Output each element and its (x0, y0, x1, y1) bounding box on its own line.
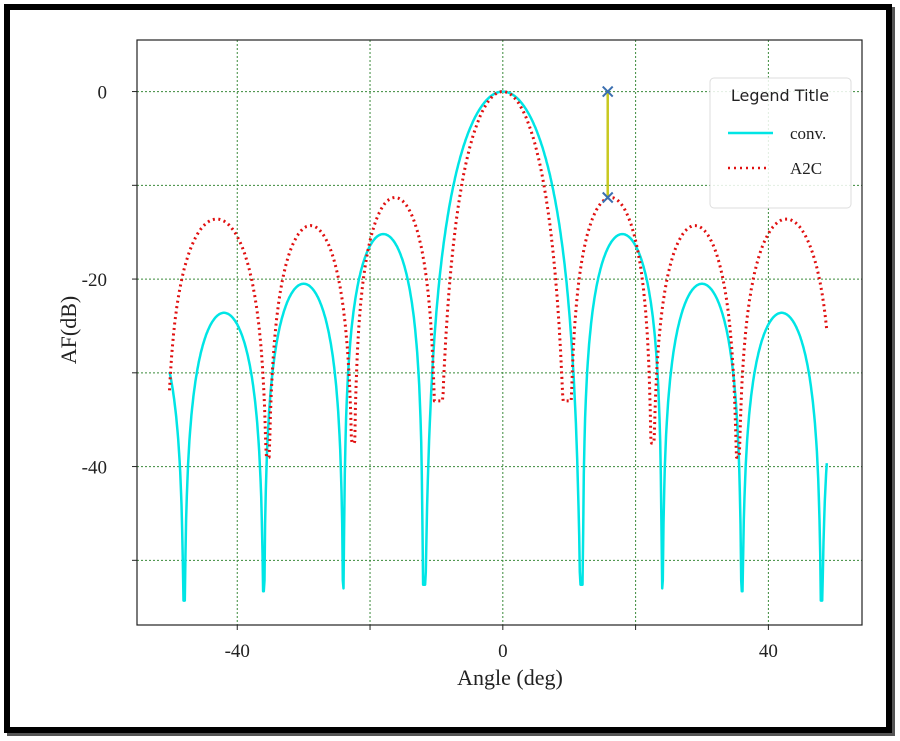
x-marker-icon (602, 85, 614, 98)
legend-box (709, 77, 852, 209)
legend: Legend Title conv. A2C (709, 77, 852, 209)
x-marker-icon (602, 191, 614, 204)
y-tick-label: 0 (98, 83, 108, 104)
series-line-a2c (168, 90, 829, 459)
legend-label-conv: conv. (790, 124, 826, 143)
x-tick-label: 0 (498, 641, 508, 662)
legend-label-a2c: A2C (790, 159, 822, 178)
legend-title: Legend Title (731, 86, 829, 105)
x-tick-label: 40 (759, 641, 778, 662)
y-axis-label: AF(dB) (56, 296, 81, 364)
ticks: -40 0 40 0 -20 -40 (82, 83, 778, 662)
y-tick-label: -40 (82, 458, 107, 479)
x-tick-label: -40 (225, 641, 250, 662)
annotation (602, 85, 614, 204)
series-layer (168, 90, 829, 602)
plot-area (136, 39, 863, 626)
series-line-conv (168, 90, 829, 602)
y-tick-label: -20 (82, 270, 107, 291)
x-axis-label: Angle (deg) (457, 665, 563, 690)
